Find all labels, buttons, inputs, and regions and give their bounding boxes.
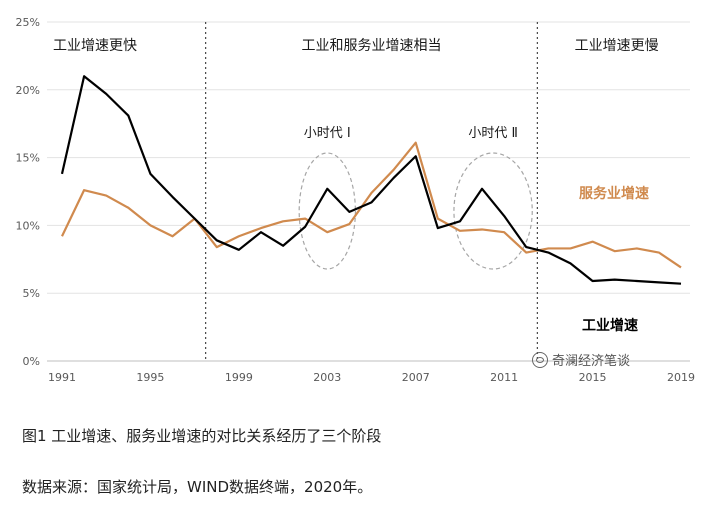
- x-tick-label: 1999: [225, 371, 253, 384]
- y-tick-label: 5%: [23, 287, 40, 300]
- stage-label: 工业增速更快: [53, 38, 137, 54]
- stage-label: 工业和服务业增速相当: [302, 38, 442, 54]
- annotation-label: 小时代 Ⅱ: [468, 126, 518, 141]
- x-tick-label: 1995: [136, 371, 164, 384]
- y-tick-label: 15%: [16, 152, 40, 165]
- x-tick-label: 2011: [490, 371, 518, 384]
- line-chart: 0% 5% 10% 15% 20% 25% 1991 1995 1999 2003 2007 201…: [16, 16, 695, 384]
- series-lines: [60, 75, 682, 285]
- series-label: 工业增速: [582, 317, 638, 334]
- figure-caption: 图1 工业增速、服务业增速的对比关系经历了三个阶段: [22, 427, 382, 445]
- grid-lines: [47, 21, 690, 362]
- x-tick-label: 1991: [48, 371, 76, 384]
- y-tick-label: 20%: [16, 84, 40, 97]
- y-tick-label: 25%: [16, 16, 40, 29]
- x-axis-ticks: 1991 1995 1999 2003 2007 2011 2015 2019: [48, 371, 695, 384]
- series-label: 服务业增速: [579, 185, 649, 202]
- stage-dividers: [205, 22, 538, 361]
- x-tick-label: 2007: [402, 371, 430, 384]
- y-axis-ticks: 0% 5% 10% 15% 20% 25%: [16, 16, 40, 368]
- y-tick-label: 0%: [23, 355, 40, 368]
- watermark: 奇澜经济笔谈: [532, 350, 630, 369]
- x-tick-label: 2019: [667, 371, 695, 384]
- y-tick-label: 10%: [16, 219, 40, 232]
- x-tick-label: 2015: [579, 371, 607, 384]
- stage-label: 工业增速更慢: [575, 37, 659, 54]
- period-highlight: [298, 152, 356, 270]
- period-highlight: [453, 152, 533, 270]
- x-tick-label: 2003: [313, 371, 341, 384]
- series-line: [60, 75, 682, 285]
- series-line: [61, 141, 682, 269]
- watermark-text: 奇澜经济笔谈: [552, 354, 631, 369]
- data-source: 数据来源：国家统计局，WIND数据终端，2020年。: [22, 478, 373, 496]
- wechat-icon: [532, 351, 548, 368]
- annotation-label: 小时代 Ⅰ: [304, 126, 351, 141]
- period-highlights: [298, 152, 533, 270]
